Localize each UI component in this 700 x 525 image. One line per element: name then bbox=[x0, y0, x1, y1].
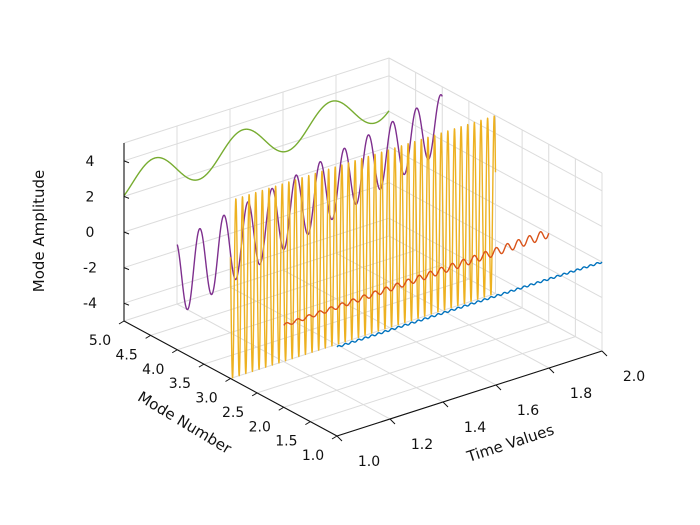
grid-line-y-floor bbox=[150, 249, 416, 336]
y-tick-label: 4.5 bbox=[115, 347, 137, 363]
series-group bbox=[123, 94, 603, 379]
y-tick-label: 1.0 bbox=[302, 448, 324, 464]
grid-line-z-back bbox=[123, 110, 390, 197]
grid-line-y-floor bbox=[283, 321, 549, 408]
y-tick bbox=[251, 392, 258, 397]
z-tick-label: -2 bbox=[83, 261, 97, 277]
y-tick-label: 3.0 bbox=[195, 391, 217, 407]
grid-line-z-back bbox=[123, 146, 390, 233]
z-tick bbox=[123, 231, 130, 235]
y-tick-label: 2.5 bbox=[222, 405, 244, 421]
grid-line-y-floor bbox=[230, 293, 496, 379]
x-tick bbox=[336, 435, 343, 442]
z-tick bbox=[123, 160, 130, 164]
x-tick-label: 1.8 bbox=[570, 386, 592, 402]
y-tick bbox=[305, 421, 311, 426]
y-tick-label: 2.0 bbox=[249, 419, 271, 435]
x-tick-label: 1.4 bbox=[464, 420, 486, 436]
z-axis-title: Mode Amplitude bbox=[30, 170, 48, 293]
grid-line-z-back bbox=[123, 75, 390, 162]
z-tick bbox=[123, 302, 130, 306]
y-tick-label: 5.0 bbox=[89, 333, 111, 349]
z-tick-label: -4 bbox=[83, 296, 97, 312]
x-tick bbox=[442, 401, 449, 408]
x-tick bbox=[389, 418, 396, 425]
z-tick-label: 2 bbox=[86, 189, 95, 205]
grid-line-z-side bbox=[388, 182, 603, 299]
y-axis-title: Mode Number bbox=[135, 388, 236, 458]
grid-line-y-floor bbox=[256, 307, 523, 394]
x-tick-label: 1.6 bbox=[517, 403, 539, 419]
pane-edge bbox=[388, 57, 603, 174]
x-tick-label: 1.0 bbox=[358, 454, 380, 470]
y-tick bbox=[331, 435, 338, 440]
y-tick bbox=[278, 406, 285, 411]
x-axis-line bbox=[336, 350, 603, 437]
y-tick bbox=[145, 334, 151, 339]
grid-line-y-floor bbox=[310, 336, 576, 423]
x-tick bbox=[495, 384, 502, 391]
series-line-mode-3 bbox=[229, 115, 497, 379]
y-tick-label: 1.5 bbox=[275, 434, 297, 450]
series-line-mode-1 bbox=[336, 261, 603, 348]
grid-line-y-floor bbox=[177, 264, 443, 351]
y-tick bbox=[171, 349, 178, 354]
tick-labels: 1.01.21.41.61.82.01.01.52.02.53.03.54.04… bbox=[83, 154, 645, 470]
grid-line-y-floor bbox=[123, 235, 390, 322]
grid-line-z-side bbox=[388, 217, 603, 334]
z-tick-label: 0 bbox=[86, 225, 95, 241]
x-tick-label: 2.0 bbox=[623, 369, 645, 385]
y-tick bbox=[118, 320, 125, 325]
y-tick bbox=[198, 363, 205, 368]
z-tick bbox=[123, 195, 130, 199]
x-tick-label: 1.2 bbox=[411, 437, 433, 453]
z-tick-label: 4 bbox=[86, 154, 95, 170]
x-tick bbox=[601, 350, 608, 357]
pane-edge bbox=[123, 57, 390, 144]
grid-line-z-side bbox=[388, 146, 603, 263]
series-line-mode-5 bbox=[123, 100, 390, 197]
axes bbox=[118, 143, 608, 442]
y-tick-label: 3.5 bbox=[169, 376, 191, 392]
series-line-mode-2 bbox=[283, 231, 550, 326]
y-tick-label: 4.0 bbox=[142, 362, 164, 378]
x-tick bbox=[548, 367, 555, 374]
z-tick bbox=[123, 267, 130, 271]
y-tick bbox=[225, 378, 231, 382]
grid-line-y-floor bbox=[203, 278, 470, 365]
